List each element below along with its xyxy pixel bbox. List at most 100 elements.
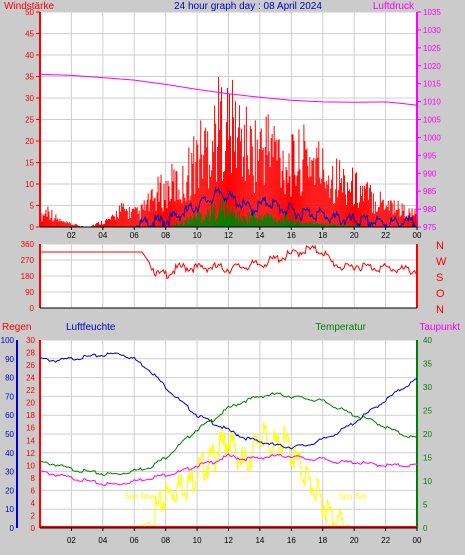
y-tick-label: 22 (26, 386, 35, 395)
y-tick-label: 8 (31, 474, 36, 483)
y-tick-label: 16 (26, 424, 35, 433)
x-tick-label: 02 (67, 231, 76, 240)
y-tick-label: 70 (5, 392, 14, 401)
y-tick-label: 50 (5, 430, 14, 439)
y-tick-label: 35 (423, 360, 432, 369)
y-tick-label: 12 (26, 449, 35, 458)
y-tick-label: 45 (25, 30, 34, 39)
direction-y-axis: 0 90 180 270 360 (21, 240, 418, 313)
y-tick-label: 60 (5, 411, 14, 420)
y-tick-label: 35 (25, 73, 34, 82)
rain-label: Regen (2, 322, 31, 333)
y-tick-label: 15 (25, 159, 34, 168)
y-tick-label: 10 (5, 505, 14, 514)
y-tick-label: 0 (30, 223, 35, 232)
humidity-y-axis: 0 10 20 30 40 50 60 70 80 90 100 (1, 336, 18, 533)
x-tick-label: 02 (67, 536, 76, 545)
compass-label: N (436, 304, 444, 316)
direction-series (40, 244, 418, 280)
y-tick-label: 20 (26, 399, 35, 408)
direction-line (40, 244, 418, 280)
x-tick-label: 14 (255, 536, 264, 545)
y-tick-label: 20 (5, 486, 14, 495)
x-tick-label: 04 (98, 231, 107, 240)
y-tick-label: 30 (423, 383, 432, 392)
humidity-line (39, 352, 418, 450)
x-tick-label: 04 (98, 536, 107, 545)
temperature-label: Temperatur (315, 322, 366, 333)
x-tick-label: 18 (318, 231, 327, 240)
x-tick-label: 08 (161, 231, 170, 240)
y-tick-label: 180 (21, 272, 35, 281)
x-tick-label: 20 (350, 536, 359, 545)
y-tick-label: 90 (5, 355, 14, 364)
y-tick-label: 5 (30, 202, 35, 211)
y-tick-label: 980 (423, 205, 437, 214)
solar-line (137, 421, 355, 529)
sun-rise-label: Sun Rise (124, 492, 157, 501)
x-tick-label: 20 (350, 231, 359, 240)
pressure-line (39, 73, 418, 106)
humidity-label: Luftfeuchte (66, 322, 116, 333)
y-tick-label: 0 (30, 304, 35, 313)
y-tick-label: 1005 (423, 116, 441, 125)
y-tick-label: 18 (26, 411, 35, 420)
temperature-line (39, 392, 418, 476)
y-tick-label: 975 (423, 223, 437, 232)
x-tick-label: 12 (224, 536, 233, 545)
x-tick-label: 10 (193, 536, 202, 545)
y-tick-label: 10 (25, 180, 34, 189)
y-tick-label: 1030 (423, 26, 441, 35)
y-tick-label: 10 (423, 477, 432, 486)
y-tick-label: 24 (26, 374, 35, 383)
y-tick-label: 1010 (423, 98, 441, 107)
y-tick-label: 270 (21, 256, 35, 265)
temp-x-axis: 02 04 06 08 10 12 14 16 18 20 22 00 (40, 527, 422, 545)
x-tick-label: 22 (381, 231, 390, 240)
compass-label: S (436, 272, 443, 284)
y-tick-label: 26 (26, 361, 35, 370)
x-tick-label: 16 (287, 536, 296, 545)
x-tick-label: 12 (224, 231, 233, 240)
y-tick-label: 6 (31, 486, 36, 495)
sun-annotations: Sun Rise Sun Set (124, 492, 368, 512)
y-tick-label: 20 (25, 137, 34, 146)
y-tick-label: 985 (423, 187, 437, 196)
temperature-y-axis: 0 5 10 15 20 25 30 35 40 (416, 336, 432, 533)
y-tick-label: 5 (423, 501, 428, 510)
compass-label: W (436, 256, 447, 268)
x-tick-label: 22 (381, 536, 390, 545)
y-tick-label: 0 (423, 524, 428, 533)
y-tick-label: 40 (5, 449, 14, 458)
y-tick-label: 1015 (423, 80, 441, 89)
x-tick-label: 10 (193, 231, 202, 240)
wind-x-axis: 02 04 06 08 10 12 14 16 18 20 22 00 (40, 226, 422, 240)
y-tick-label: 25 (25, 116, 34, 125)
x-tick-label: 14 (255, 231, 264, 240)
x-tick-label: 00 (413, 536, 422, 545)
x-tick-label: 00 (413, 231, 422, 240)
y-tick-label: 30 (25, 94, 34, 103)
wind-y-axis: 0 5 10 15 20 25 30 35 40 45 50 (25, 8, 41, 232)
y-tick-label: 20 (423, 430, 432, 439)
y-tick-label: 990 (423, 169, 437, 178)
y-tick-label: 80 (5, 374, 14, 383)
y-tick-label: 40 (25, 51, 34, 60)
wind-series (39, 73, 418, 229)
y-tick-label: 2 (31, 511, 36, 520)
x-tick-label: 06 (130, 536, 139, 545)
pressure-y-axis: 975 980 985 990 995 1000 1005 1010 1015 1020 1025 1… (416, 8, 441, 232)
y-tick-label: 995 (423, 151, 437, 160)
green-bars (173, 198, 362, 227)
dewpoint-label: Taupunkt (419, 322, 460, 333)
y-tick-label: 0 (10, 524, 15, 533)
sun-set-label: Sun Set (338, 492, 367, 501)
y-tick-label: 28 (26, 349, 35, 358)
y-tick-label: 30 (5, 468, 14, 477)
y-tick-label: 10 (26, 461, 35, 470)
chart-title: 24 hour graph day : 08 April 2024 (174, 1, 322, 12)
y-tick-label: 30 (26, 336, 35, 345)
y-tick-label: 1025 (423, 44, 441, 53)
x-tick-label: 06 (130, 231, 139, 240)
